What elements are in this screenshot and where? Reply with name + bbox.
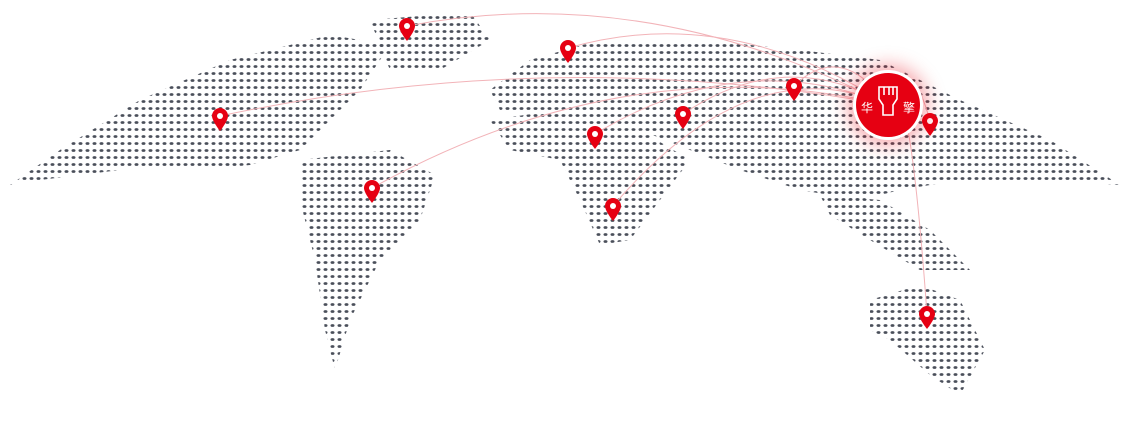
arc-southern-africa [612, 88, 889, 207]
arc-south-america [371, 86, 889, 189]
arc-africa-north [594, 80, 889, 135]
australia [870, 285, 985, 395]
logo-right-char: 擎 [902, 101, 915, 115]
map-pin-icon[interactable] [785, 78, 803, 102]
logo-left-char: 华 [861, 101, 874, 115]
map-pin-icon[interactable] [363, 180, 381, 204]
map-pin-icon[interactable] [586, 126, 604, 150]
arc-europe-north [567, 33, 889, 106]
map-pin-icon[interactable] [559, 40, 577, 64]
south-america [300, 150, 435, 370]
continents [10, 12, 1120, 395]
map-pin-icon[interactable] [921, 113, 939, 137]
map-pin-icon[interactable] [674, 106, 692, 130]
raised-fist-icon [878, 86, 898, 116]
north-america [10, 35, 390, 185]
greenland [370, 12, 490, 70]
map-pin-icon[interactable] [604, 198, 622, 222]
southeast-asia [820, 195, 970, 270]
map-pin-icon[interactable] [398, 18, 416, 42]
africa [490, 110, 690, 245]
map-pin-icon[interactable] [211, 108, 229, 132]
europe-asia [490, 40, 1120, 200]
map-pin-icon[interactable] [918, 306, 936, 330]
arc-north-america [406, 13, 889, 106]
logo-badge: 华 擎 [856, 73, 920, 137]
connection-arcs [219, 13, 931, 315]
